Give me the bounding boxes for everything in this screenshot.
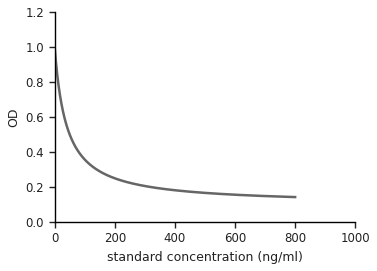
Y-axis label: OD: OD [7, 107, 20, 127]
X-axis label: standard concentration (ng/ml): standard concentration (ng/ml) [107, 251, 303, 264]
